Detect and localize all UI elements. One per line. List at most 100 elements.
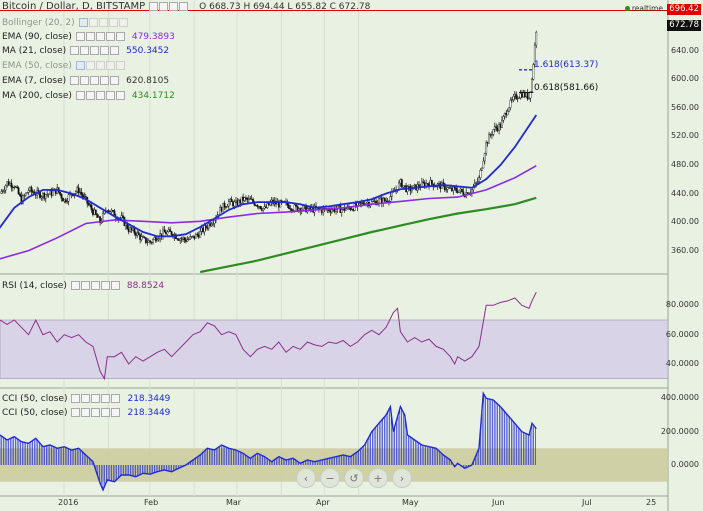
legend-rsi[interactable]: RSI (14, close) 88.8524 [2,280,165,291]
legend-bb[interactable]: Bollinger (20, 2) [2,17,129,28]
candle [1,190,4,192]
time-tick: Feb [144,498,159,507]
candle [50,190,53,196]
candle [293,204,296,211]
price-tick: 480.00 [671,159,699,169]
legend-ema50[interactable]: EMA (50, close) [2,60,126,71]
candle [206,227,209,229]
candle [456,190,459,193]
candle [202,227,204,233]
candle [450,187,453,191]
candle [156,239,159,242]
scroll-right-button[interactable]: › [392,468,412,488]
legend-ema7[interactable]: EMA (7, close) 620.8105 [2,75,170,86]
candle [49,190,51,195]
legend-ma21[interactable]: MA (21, close) 550.3452 [2,45,170,56]
candle [30,187,33,192]
candle [495,126,498,129]
candle [89,204,91,206]
candle [169,229,172,232]
price-tick: 360.00 [671,245,699,255]
candle [287,204,290,209]
legend-ema90[interactable]: EMA (90, close) 479.3893 [2,31,175,42]
cci-tick: 400.0000 [660,393,699,403]
fib-level-0618: 0.618(581.66) [534,83,599,93]
candle [142,236,144,238]
candle [59,191,61,195]
candle [87,203,90,205]
candle [186,239,189,242]
candle [295,204,297,207]
candle [197,234,200,238]
reset-chart-button[interactable]: ↺ [344,468,364,488]
candle [378,198,380,204]
candle [373,200,376,202]
chart-nav: ‹ − ↺ + › [296,468,412,488]
zoom-in-button[interactable]: + [368,468,388,488]
rsi-tick: 40.0000 [665,359,699,368]
candle [180,238,183,240]
candle [23,195,26,197]
zoom-out-button[interactable]: − [320,468,340,488]
price-tick: 520.00 [671,131,699,141]
candle [192,235,194,237]
candle [399,179,402,184]
candle [196,233,199,235]
candle [257,206,260,208]
scroll-left-button[interactable]: ‹ [296,468,316,488]
candle [42,193,44,197]
candle [413,184,416,186]
price-tick: 400.00 [671,217,699,227]
candle [52,190,54,196]
ma21-line [0,114,538,238]
candle [535,31,538,46]
candle [446,187,449,190]
candle [266,203,269,208]
cci-tick: 200.0000 [660,426,699,436]
candle [26,192,29,194]
candle [525,92,528,97]
candle [4,185,7,191]
candle [250,199,253,201]
candle [478,177,480,182]
candle [483,153,486,162]
candle [513,93,516,97]
candle [489,134,492,136]
candle [345,208,347,211]
legend-ma200[interactable]: MA (200, close) 434.1712 [2,90,175,101]
candle [426,183,429,185]
candle [99,216,102,224]
candle [518,97,520,99]
candle [383,198,386,202]
candle [149,240,152,243]
candle [183,237,186,240]
candle [19,193,21,196]
candle [422,181,425,183]
candle [359,202,362,204]
candle [442,182,445,185]
candle [152,239,154,243]
rsi-band [0,319,669,379]
legend-cci-1[interactable]: CCI (50, close) 218.3449 [2,393,171,404]
candle [195,233,197,239]
candle [0,191,3,194]
candle [92,209,94,215]
candle [200,227,203,232]
candle [130,227,133,231]
candle [74,191,77,194]
candle [66,201,69,203]
candle [43,193,46,199]
time-tick: Apr [316,498,330,507]
candle [93,209,96,215]
candle [400,179,403,188]
candle [96,214,99,218]
candle [213,220,216,224]
candle [82,194,84,198]
candle [226,205,229,208]
candle [209,223,212,226]
candle [453,186,456,189]
candle [526,92,529,100]
legend-cci-2[interactable]: CCI (50, close) 218.3449 [2,407,171,418]
candle [279,200,282,208]
